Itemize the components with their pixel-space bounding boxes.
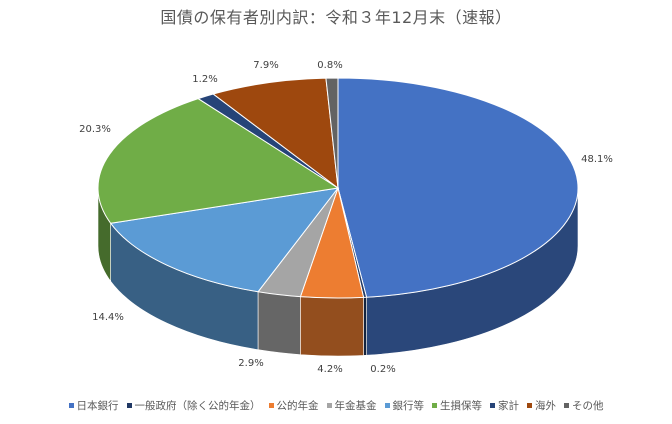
data-label-4: 14.4% <box>92 312 124 323</box>
legend-label-4: 銀行等 <box>392 400 425 412</box>
data-label-5: 20.3% <box>79 124 111 135</box>
legend-swatch-1 <box>126 403 132 408</box>
pie-side-layer <box>97 187 579 357</box>
legend-item-7: 海外 <box>527 398 556 413</box>
legend-label-3: 年金基金 <box>334 400 377 412</box>
pie-slice-0 <box>337 77 579 298</box>
legend-item-1: 一般政府（除く公的年金） <box>126 398 261 413</box>
legend-item-2: 公的年金 <box>268 398 319 413</box>
pie-side-1 <box>363 296 367 356</box>
legend-item-4: 銀行等 <box>384 398 425 413</box>
data-label-6: 1.2% <box>192 74 217 85</box>
data-label-8: 0.8% <box>317 60 342 71</box>
pie-slice-4 <box>109 187 340 293</box>
legend-label-7: 海外 <box>535 400 556 412</box>
legend-swatch-0 <box>68 403 74 408</box>
pie-slice-8 <box>325 77 339 189</box>
legend-swatch-6 <box>490 403 495 408</box>
legend-item-0: 日本銀行 <box>68 398 119 413</box>
legend-label-5: 生損保等 <box>440 400 482 412</box>
legend-item-6: 家計 <box>490 398 519 413</box>
legend-swatch-8 <box>564 403 569 408</box>
legend-label-0: 日本銀行 <box>76 400 119 412</box>
data-label-2: 4.2% <box>317 364 342 375</box>
pie-label-layer: 48.1% 0.2% 4.2% 2.9% 14.4% 20.3% 1.2% 7.9% 0.8% <box>79 60 613 375</box>
data-label-0: 48.1% <box>581 154 613 165</box>
pie-side-3 <box>257 291 301 355</box>
pie-slice-7 <box>212 77 339 190</box>
legend: 日本銀行 一般政府（除く公的年金） 公的年金 年金基金 銀行等 生損保等 家計 海外 その他 <box>0 398 672 413</box>
pie-side-2 <box>300 296 364 357</box>
legend-item-3: 年金基金 <box>326 398 377 413</box>
legend-swatch-3 <box>326 403 332 408</box>
legend-label-8: その他 <box>572 400 604 412</box>
legend-label-2: 公的年金 <box>276 400 319 412</box>
legend-swatch-4 <box>384 403 390 408</box>
pie-top-layer <box>97 77 579 299</box>
legend-item-5: 生損保等 <box>432 398 482 413</box>
legend-swatch-2 <box>268 403 274 408</box>
legend-label-6: 家計 <box>498 400 519 412</box>
legend-label-1: 一般政府（除く公的年金） <box>134 400 261 412</box>
data-label-1: 0.2% <box>370 364 395 375</box>
data-label-3: 2.9% <box>238 358 263 369</box>
legend-swatch-5 <box>432 403 437 408</box>
chart-title: 国債の保有者別内訳：令和３年12月末（速報） <box>160 8 512 27</box>
pie-slice-5 <box>97 98 340 224</box>
data-label-7: 7.9% <box>253 60 278 71</box>
legend-swatch-7 <box>527 403 532 408</box>
legend-item-8: その他 <box>564 398 604 413</box>
